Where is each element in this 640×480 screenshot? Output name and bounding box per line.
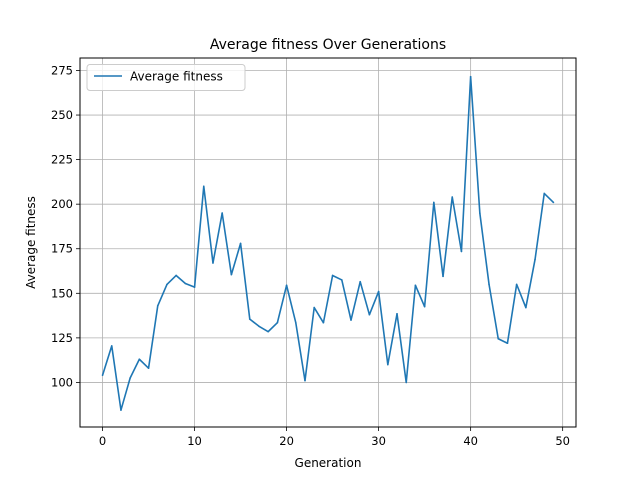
data-point (110, 345, 113, 347)
data-point (405, 381, 408, 384)
y-tick-label: 100 (51, 375, 73, 389)
data-point (368, 313, 371, 316)
data-point (129, 377, 131, 379)
data-point (304, 379, 306, 382)
y-axis-label: Average fitness (24, 196, 38, 289)
data-point (552, 201, 555, 204)
data-point (313, 306, 315, 309)
x-axis-label: Generation (295, 456, 362, 470)
legend: Average fitness (86, 64, 246, 91)
y-tick-label: 225 (51, 153, 73, 167)
data-point (193, 286, 196, 288)
x-tick-label: 30 (371, 434, 386, 448)
data-point (184, 282, 187, 285)
data-point (525, 306, 527, 309)
data-point (221, 212, 223, 214)
data-point (414, 284, 417, 287)
data-point (248, 318, 251, 320)
data-point (460, 250, 463, 253)
data-point (212, 262, 214, 264)
data-point (479, 212, 481, 214)
data-point (543, 192, 546, 195)
data-point (341, 279, 343, 281)
x-tick-label: 50 (555, 434, 570, 448)
legend-label: Average fitness (130, 70, 223, 84)
data-point (147, 367, 150, 369)
data-point (166, 283, 168, 286)
y-tick-label: 275 (51, 63, 73, 77)
data-point (423, 305, 426, 308)
data-point (101, 374, 104, 377)
data-point (258, 325, 260, 328)
data-point (230, 273, 233, 276)
x-tick-label: 20 (279, 434, 294, 448)
data-point (138, 358, 141, 361)
data-point (156, 304, 159, 307)
plot-frame (79, 57, 577, 428)
data-point (120, 409, 122, 411)
data-point (387, 363, 389, 366)
data-point (515, 283, 518, 286)
data-point (497, 337, 500, 340)
axis-ticks: 0 10 20 30 40 50 100 125 150 175 200 225 250 275 (51, 63, 570, 448)
y-tick-label: 200 (51, 197, 73, 211)
data-point (239, 242, 242, 245)
data-point (267, 330, 269, 333)
data-point (451, 196, 454, 198)
y-tick-label: 125 (51, 331, 73, 345)
data-point (276, 321, 279, 324)
data-point (506, 342, 509, 345)
data-point (469, 75, 472, 78)
data-point (488, 283, 490, 286)
data-point (350, 319, 352, 321)
data-point (442, 275, 444, 278)
chart-title: Average fitness Over Generations (210, 37, 446, 53)
legend-box (86, 64, 246, 91)
series-line-average-fitness (101, 75, 555, 411)
data-point (534, 258, 536, 261)
data-point (433, 201, 435, 204)
y-tick-label: 150 (51, 286, 73, 300)
data-point (377, 290, 380, 293)
data-point (202, 185, 205, 188)
x-tick-label: 10 (187, 434, 202, 448)
series-layer (101, 75, 555, 411)
data-point (396, 313, 398, 315)
y-tick-label: 250 (51, 108, 73, 122)
data-point (294, 321, 297, 324)
y-tick-label: 175 (51, 242, 73, 256)
data-point (285, 284, 288, 287)
x-tick-label: 0 (99, 434, 106, 448)
data-point (322, 321, 325, 324)
x-tick-label: 40 (463, 434, 478, 448)
data-point (331, 274, 334, 277)
data-point (359, 280, 362, 283)
data-point (175, 274, 177, 277)
